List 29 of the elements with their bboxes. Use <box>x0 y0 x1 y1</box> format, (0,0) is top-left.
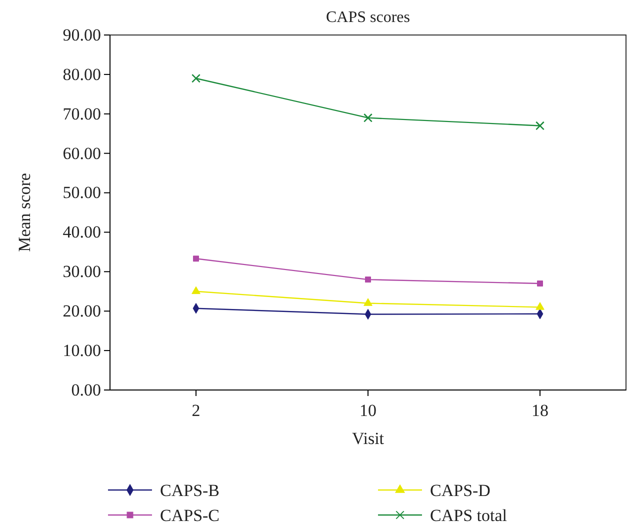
point <box>193 256 199 262</box>
y-tick-label: 0.00 <box>71 380 101 400</box>
x-axis-title: Visit <box>352 429 384 448</box>
point <box>536 121 544 130</box>
y-tick-label: 20.00 <box>62 302 101 321</box>
point <box>192 286 200 294</box>
point <box>365 276 371 283</box>
x-tick-label: 18 <box>532 401 548 420</box>
point <box>537 280 543 286</box>
point <box>364 113 372 122</box>
y-axis-title: Mean score <box>15 173 34 252</box>
legend-label: CAPS-D <box>430 481 490 500</box>
y-tick-label: 70.00 <box>62 104 101 124</box>
legend-label: CAPS-B <box>160 481 220 500</box>
y-tick-label: 60.00 <box>62 144 101 163</box>
y-tick-label: 30.00 <box>62 262 101 282</box>
point <box>192 74 200 83</box>
point <box>364 298 372 306</box>
point <box>536 302 544 310</box>
x-tick-label: 2 <box>192 401 200 420</box>
legend-label: CAPS-C <box>160 506 220 525</box>
y-tick-label: 50.00 <box>62 183 101 202</box>
chart-title: CAPS scores <box>326 9 410 26</box>
y-tick-label: 10.00 <box>62 340 101 360</box>
x-tick-label: 10 <box>360 401 376 420</box>
legend-label: CAPS total <box>430 506 508 525</box>
y-tick-label: 40.00 <box>62 222 101 242</box>
y-tick-label: 80.00 <box>62 64 101 84</box>
y-tick-label: 90.00 <box>62 25 101 44</box>
